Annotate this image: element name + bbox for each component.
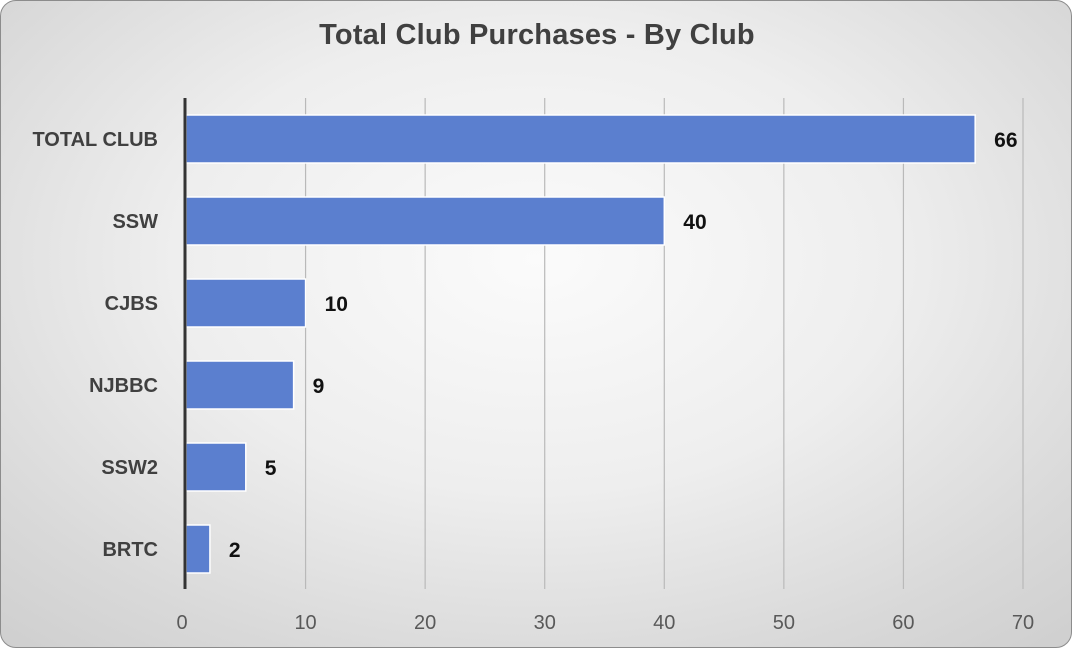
bar-brtc [185,524,211,574]
bar-ssw2 [185,442,247,492]
x-tick-label-20: 20 [414,612,436,634]
category-label-total-club: TOTAL CLUB [32,129,158,151]
data-label-total-club: 66 [994,129,1017,152]
chart-title: Total Club Purchases - By Club [319,19,755,51]
x-tick-label-50: 50 [773,612,795,634]
category-label-ssw2: SSW2 [101,457,158,479]
x-tick-label-60: 60 [892,612,914,634]
bar-njbbc [185,360,295,410]
x-tick-label-70: 70 [1012,612,1034,634]
x-tick-label-0: 0 [176,612,187,634]
data-label-njbbc: 9 [313,375,325,398]
category-label-ssw: SSW [112,211,158,233]
bar-total-club [185,114,976,164]
x-tick-label-30: 30 [534,612,556,634]
x-tick-label-40: 40 [653,612,675,634]
data-label-ssw2: 5 [265,457,277,480]
data-label-brtc: 2 [229,539,241,562]
category-label-njbbc: NJBBC [89,375,158,397]
x-tick-label-10: 10 [294,612,316,634]
bar-ssw [185,196,666,246]
category-label-brtc: BRTC [102,539,158,561]
data-label-cjbs: 10 [325,293,348,316]
category-label-cjbs: CJBS [105,293,158,315]
bar-cjbs [185,278,307,328]
data-label-ssw: 40 [683,211,706,234]
